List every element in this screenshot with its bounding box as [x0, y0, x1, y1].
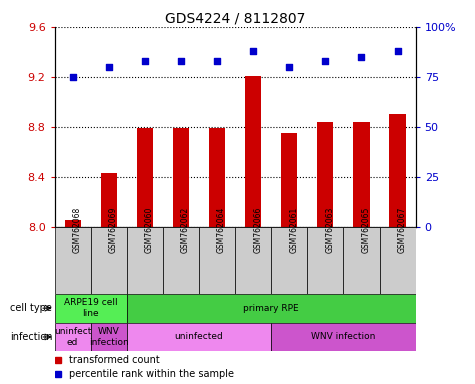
Bar: [55, 323, 91, 351]
Text: uninfected: uninfected: [175, 333, 223, 341]
Bar: [271, 323, 416, 351]
Text: GSM762065: GSM762065: [361, 207, 371, 253]
Bar: [173, 128, 189, 227]
Bar: [91, 323, 127, 351]
Bar: [245, 76, 261, 227]
Bar: [390, 114, 406, 227]
Bar: [127, 227, 163, 294]
Text: cell type: cell type: [10, 303, 52, 313]
Point: [322, 58, 329, 64]
Text: infection: infection: [10, 332, 52, 342]
Point: [394, 48, 401, 54]
Bar: [91, 227, 127, 294]
Title: GDS4224 / 8112807: GDS4224 / 8112807: [165, 12, 305, 26]
Bar: [353, 122, 370, 227]
Bar: [199, 227, 235, 294]
Text: GSM762063: GSM762063: [325, 207, 334, 253]
Bar: [127, 294, 416, 323]
Bar: [271, 227, 307, 294]
Bar: [55, 227, 91, 294]
Point: [141, 58, 149, 64]
Point: [358, 54, 365, 60]
Text: GSM762061: GSM762061: [289, 207, 298, 253]
Bar: [65, 220, 81, 227]
Bar: [101, 173, 117, 227]
Point: [285, 64, 293, 70]
Bar: [163, 227, 199, 294]
Bar: [380, 227, 416, 294]
Text: WNV
infection: WNV infection: [89, 327, 129, 347]
Text: transformed count: transformed count: [69, 354, 160, 364]
Text: GSM762069: GSM762069: [109, 207, 118, 253]
Bar: [235, 227, 271, 294]
Text: GSM762060: GSM762060: [145, 207, 154, 253]
Point: [177, 58, 185, 64]
Text: GSM762066: GSM762066: [253, 207, 262, 253]
Bar: [343, 227, 380, 294]
Point: [105, 64, 113, 70]
Point: [69, 74, 76, 80]
Bar: [127, 323, 271, 351]
Text: GSM762067: GSM762067: [398, 207, 407, 253]
Text: GSM762064: GSM762064: [217, 207, 226, 253]
Text: percentile rank within the sample: percentile rank within the sample: [69, 369, 234, 379]
Text: ARPE19 cell
line: ARPE19 cell line: [64, 298, 117, 318]
Text: uninfect
ed: uninfect ed: [54, 327, 91, 347]
Bar: [281, 133, 297, 227]
Bar: [137, 128, 153, 227]
Point: [249, 48, 257, 54]
Bar: [307, 227, 343, 294]
Bar: [55, 294, 127, 323]
Text: WNV infection: WNV infection: [311, 333, 376, 341]
Bar: [209, 128, 225, 227]
Text: GSM762062: GSM762062: [181, 207, 190, 253]
Text: GSM762068: GSM762068: [73, 207, 82, 253]
Text: primary RPE: primary RPE: [243, 304, 299, 313]
Bar: [317, 122, 333, 227]
Point: [213, 58, 221, 64]
